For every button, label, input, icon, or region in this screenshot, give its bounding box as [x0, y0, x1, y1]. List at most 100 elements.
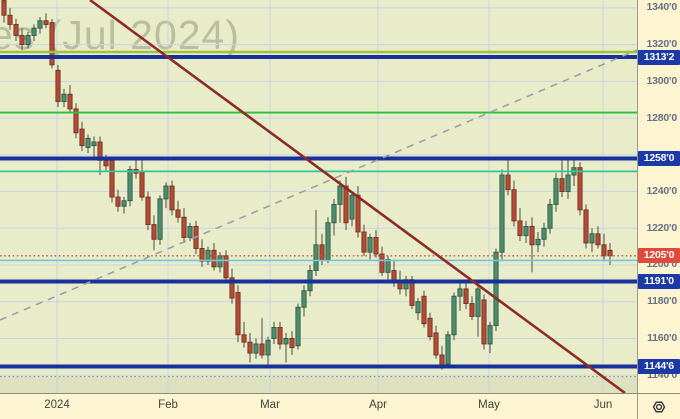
candle-up [475, 288, 481, 317]
gear-icon [652, 401, 666, 412]
candle-up [523, 225, 529, 237]
candle-down [55, 69, 61, 103]
price-tick-label: 1240'0 [646, 185, 678, 198]
candle-up [91, 141, 97, 147]
candle-up [547, 203, 553, 229]
candle-down [595, 233, 601, 246]
price-axis[interactable]: 1340'0 1320'0 1300'0 1280'0 1240'0 1220'0 1200… [637, 0, 680, 393]
candle-up [445, 334, 451, 365]
month-tick-label: Feb [158, 399, 178, 411]
month-tick-label: Jun [593, 399, 613, 411]
month-tick-label: Mar [260, 399, 280, 411]
candle-down [79, 128, 85, 147]
price-chart[interactable]: es (Jul 2024) [0, 0, 637, 393]
candle-down [607, 249, 613, 257]
candlestick-plot [0, 0, 637, 393]
candle-up [349, 194, 355, 220]
candle-down [139, 170, 145, 198]
candle-down [211, 249, 217, 268]
candle-up [589, 233, 595, 244]
candle-down [259, 343, 265, 356]
candle-down [103, 159, 109, 167]
candle-up [271, 326, 277, 339]
candle-down [67, 93, 73, 110]
candle-down [241, 334, 247, 343]
candle-down [433, 332, 439, 356]
candle-up [331, 203, 337, 224]
month-tick-label: May [478, 399, 500, 411]
price-tick-label: 1220'0 [646, 221, 678, 234]
candle-down [427, 317, 433, 338]
uptrend-dashed-line [0, 49, 637, 321]
candle-down [109, 159, 115, 198]
candle-up [85, 137, 91, 148]
candle-up [163, 185, 169, 200]
candle-down [289, 338, 295, 349]
month-tick-label: 2024 [44, 399, 70, 411]
candle-down [229, 277, 235, 299]
candle-down [199, 248, 205, 262]
candle-up [31, 27, 37, 36]
candle-up [301, 290, 307, 308]
candle-down [439, 354, 445, 367]
candle-down [145, 196, 151, 226]
candle-up [451, 295, 457, 336]
candle-up [565, 174, 571, 192]
candle-down [529, 225, 535, 246]
candle-down [601, 244, 607, 257]
candle-up [385, 259, 391, 273]
candle-up [337, 185, 343, 205]
candle-down [361, 231, 367, 253]
candle-down [235, 292, 241, 336]
price-tick-label: 1320'0 [646, 38, 678, 51]
candle-down [181, 216, 187, 238]
candle-up [499, 174, 505, 253]
candle-down [373, 237, 379, 255]
candle-up [187, 225, 193, 238]
candle-up [493, 251, 499, 327]
candle-up [313, 244, 319, 271]
candle-down [277, 326, 283, 345]
candle-up [553, 178, 559, 205]
time-axis[interactable]: 2024 Feb Mar Apr May Jun [0, 393, 637, 419]
candle-down [409, 279, 415, 306]
resistance-badge-1313-2: 1313'2 [638, 49, 680, 65]
last-price-badge-1205-0: 1205'0 [638, 248, 680, 264]
candle-down [319, 244, 325, 260]
candle-down [49, 22, 55, 66]
candle-down [169, 185, 175, 211]
candle-down [481, 299, 487, 345]
candle-down [379, 253, 385, 273]
candle-up [61, 93, 67, 103]
lower-shaded-band [0, 376, 637, 393]
candle-down [13, 23, 19, 36]
candle-up [535, 238, 541, 246]
candle-up [295, 306, 301, 347]
candle-down [73, 108, 79, 134]
candle-up [253, 343, 259, 354]
candle-up [487, 325, 493, 345]
candle-down [1, 0, 7, 16]
candle-down [19, 34, 25, 46]
candle-up [25, 34, 31, 46]
price-tick-label: 1180'0 [647, 295, 677, 308]
candle-down [7, 14, 13, 25]
downtrend-line [89, 0, 626, 393]
settings-button[interactable] [649, 398, 669, 416]
candle-down [175, 209, 181, 218]
candle-up [283, 338, 289, 345]
candle-down [247, 341, 253, 354]
support-badge-1144-6: 1144'6 [638, 358, 680, 374]
candle-up [127, 169, 133, 202]
candle-down [223, 255, 229, 279]
candle-down [115, 196, 121, 207]
candle-down [355, 194, 361, 233]
candle-up [541, 227, 547, 240]
candle-down [151, 224, 157, 240]
candle-down [559, 178, 565, 192]
price-tick-label: 1300'0 [646, 74, 678, 87]
candle-up [325, 222, 331, 260]
price-tick-label: 1160'0 [647, 331, 677, 344]
month-tick-label: Apr [369, 399, 387, 411]
